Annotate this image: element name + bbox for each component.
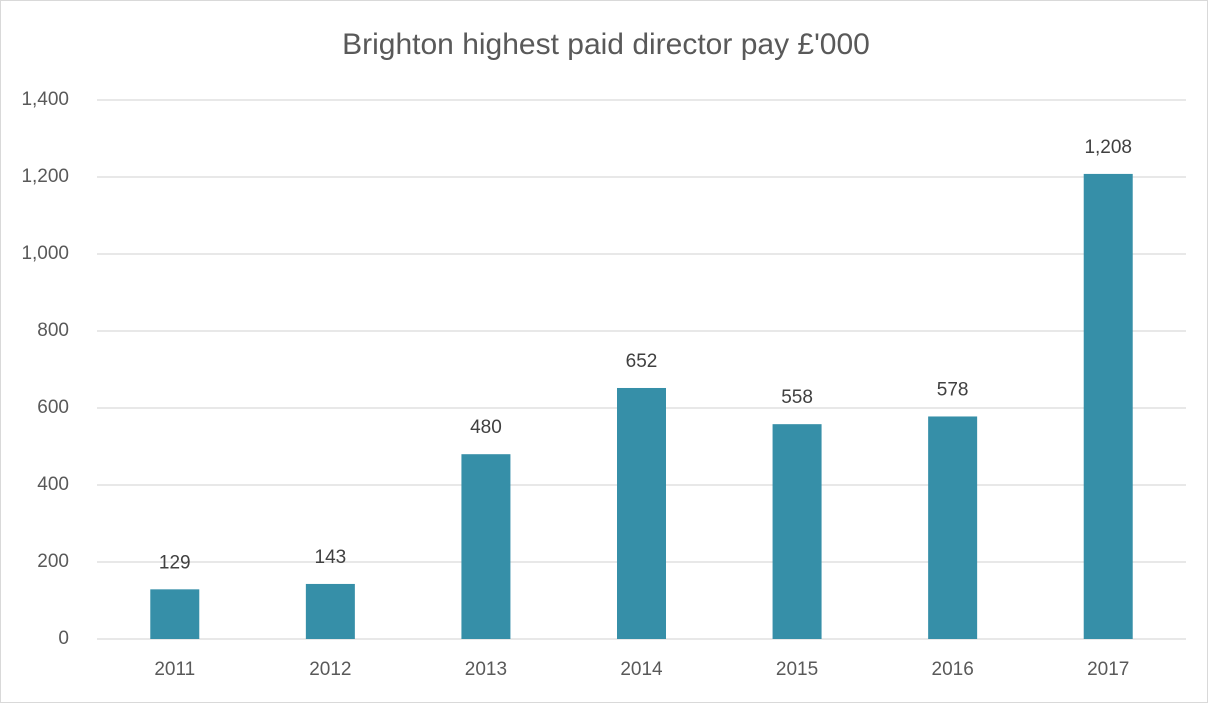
- bar: [461, 454, 511, 639]
- x-tick-label: 2015: [776, 659, 818, 680]
- bar: [150, 589, 200, 639]
- chart-title: Brighton highest paid director pay £'000: [342, 28, 870, 61]
- value-label: 558: [781, 387, 813, 408]
- bar: [305, 583, 355, 639]
- x-tick-label: 2017: [1087, 659, 1129, 680]
- value-label: 143: [315, 547, 347, 568]
- value-label: 652: [626, 351, 658, 372]
- y-tick-label: 600: [37, 397, 69, 418]
- x-tick-label: 2013: [465, 659, 507, 680]
- bar: [772, 424, 822, 639]
- y-tick-label: 400: [37, 474, 69, 495]
- y-tick-label: 1,000: [21, 243, 69, 264]
- value-label: 578: [937, 379, 969, 400]
- value-label: 129: [159, 552, 191, 573]
- y-tick-label: 0: [58, 628, 69, 649]
- y-tick-label: 1,400: [21, 89, 69, 110]
- y-tick-label: 1,200: [21, 166, 69, 187]
- x-tick-label: 2016: [932, 659, 974, 680]
- bar: [617, 387, 666, 639]
- value-label: 480: [470, 417, 502, 438]
- bar: [1083, 173, 1133, 640]
- x-tick-label: 2014: [620, 659, 663, 680]
- x-tick-label: 2012: [309, 659, 351, 680]
- y-tick-label: 800: [37, 320, 69, 341]
- x-tick-label: 2011: [154, 659, 195, 680]
- bar: [928, 416, 978, 639]
- value-label: 1,208: [1084, 137, 1132, 158]
- y-tick-label: 200: [37, 551, 69, 572]
